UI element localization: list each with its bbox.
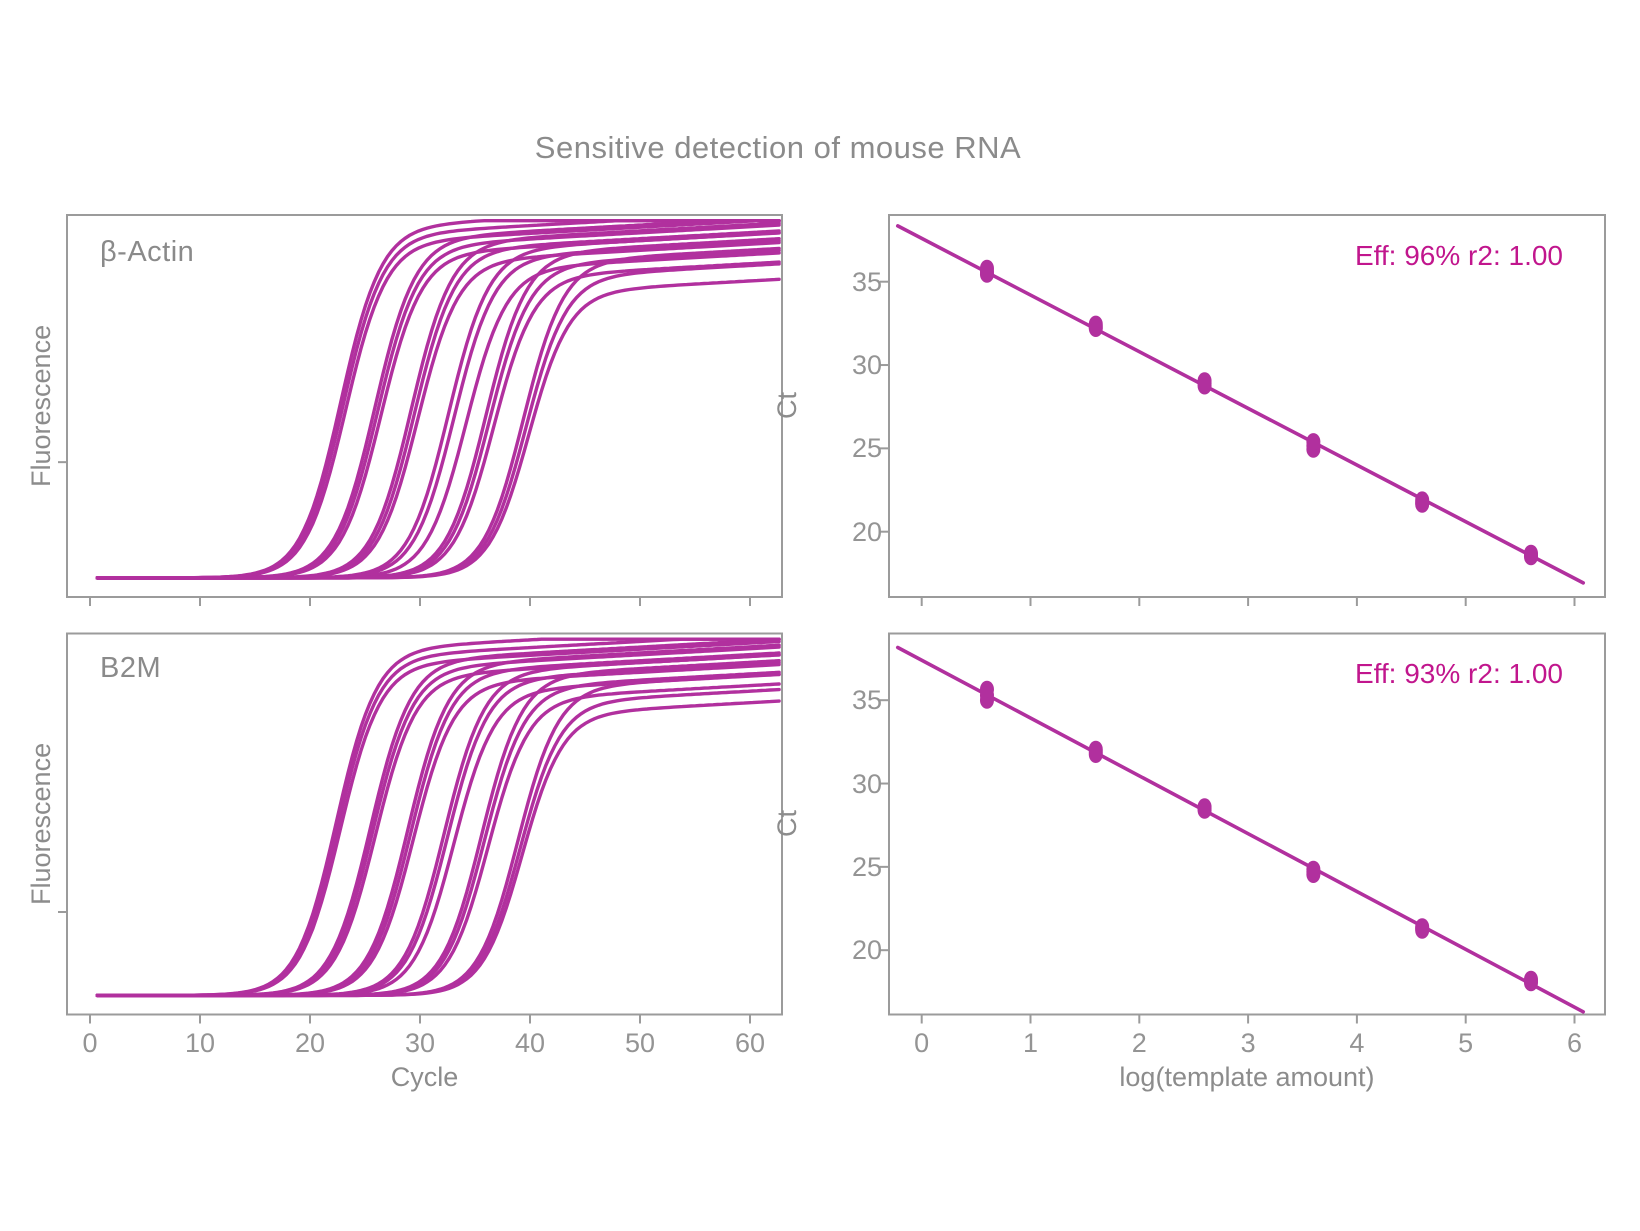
y-tick-label: 30 [851,350,882,381]
amplification-curve [95,637,781,998]
regression-line [895,645,1586,1014]
x-tick-label: 50 [624,1027,656,1058]
x-axis-title-log-template: log(template amount) [1119,1062,1375,1092]
x-tick-label: 6 [1566,1027,1583,1058]
panel-border [888,214,1606,598]
amplification-curve [95,637,781,998]
x-tick-label: 2 [1131,1027,1147,1058]
y-axis-title-ct-top: Ct [772,392,802,420]
y-tick-label: 35 [851,266,882,297]
ct-data-point [1415,491,1430,509]
efficiency-annotation-beta-actin: Eff: 96% r2: 1.00 [1354,240,1563,271]
x-tick-label: 1 [1022,1027,1039,1058]
x-tick-label: 30 [404,1027,436,1058]
amplification-curve [95,699,781,998]
y-tick-label: 25 [851,433,882,464]
y-tick-label: 30 [851,768,882,799]
ct-data-point [1306,860,1321,878]
x-tick-label: 0 [82,1027,98,1058]
panel-label-b2m: B2M [100,652,162,684]
amplification-curve [95,659,781,998]
amplification-curve [95,218,781,580]
ct-data-point [1523,544,1538,562]
amplification-curve [95,240,781,580]
amplification-curve [95,661,781,998]
x-axis-title-cycle: Cycle [390,1062,459,1092]
amplification-curve [95,239,781,580]
panel-border [888,632,1606,1016]
amplification-curve [95,645,781,998]
ct-data-point [1088,740,1103,758]
ct-data-point [1088,315,1103,333]
amplification-curve [95,236,781,580]
amplification-curve [95,229,781,580]
y-tick-label: 20 [851,935,882,966]
amplification-curve [95,218,781,580]
amplification-curve [95,218,781,580]
ct-data-point [1197,798,1212,816]
efficiency-annotation-b2m: Eff: 93% r2: 1.00 [1354,658,1563,689]
y-tick-label: 25 [851,851,882,882]
x-tick-label: 20 [294,1027,326,1058]
y-axis-title-fluorescence-top: Fluorescence [26,324,56,488]
amplification-curve [95,248,781,580]
panel-label-beta-actin: β-Actin [100,236,195,268]
amplification-curve [95,223,781,580]
x-tick-label: 3 [1240,1027,1256,1058]
x-tick-label: 10 [184,1027,216,1058]
ct-data-point [1523,970,1538,988]
amplification-curve [95,251,781,580]
y-axis-title-ct-bottom: Ct [772,810,802,838]
amplification-curve [95,637,781,998]
amplification-curve [95,218,781,580]
regression-line [895,224,1586,585]
x-tick-label: 40 [514,1027,546,1058]
amplification-curve [95,643,781,998]
panel-border [66,632,783,1016]
ct-data-point [1415,918,1430,936]
ct-data-point [979,259,994,277]
figure-title: Sensitive detection of mouse RNA [534,130,1022,165]
panel-border [66,214,783,598]
y-axis-title-fluorescence-bottom: Fluorescence [26,742,56,906]
amplification-curve [95,651,781,998]
y-tick-label: 35 [851,685,882,716]
ct-data-point [979,680,994,698]
amplification-curve [95,662,781,998]
ct-data-point [1197,372,1212,390]
amplification-curve [95,246,781,580]
x-tick-label: 5 [1458,1027,1474,1058]
x-tick-label: 4 [1349,1027,1365,1058]
amplification-curve [95,221,781,580]
x-tick-label: 60 [734,1027,766,1058]
x-tick-label: 0 [914,1027,930,1058]
ct-data-point [1306,433,1321,451]
amplification-curve [95,682,781,998]
y-tick-label: 20 [851,516,882,547]
amplification-curve [95,277,781,580]
